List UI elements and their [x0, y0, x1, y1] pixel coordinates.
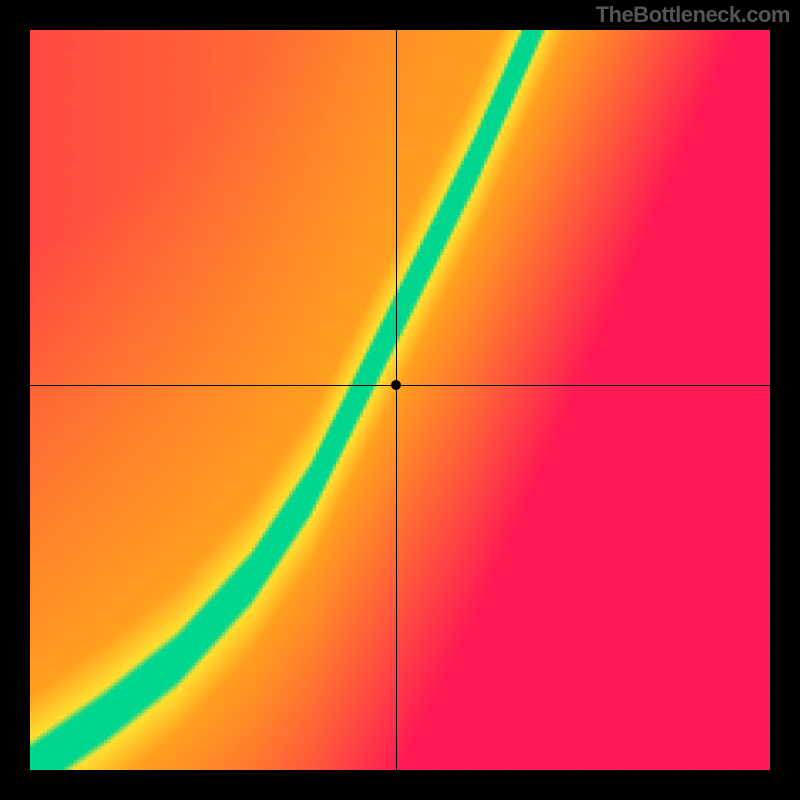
watermark-text: TheBottleneck.com [596, 2, 790, 28]
marker-dot [391, 380, 401, 390]
heatmap-canvas [30, 30, 770, 770]
crosshair-vertical [396, 30, 397, 770]
chart-container: TheBottleneck.com [0, 0, 800, 800]
plot-area [30, 30, 770, 770]
